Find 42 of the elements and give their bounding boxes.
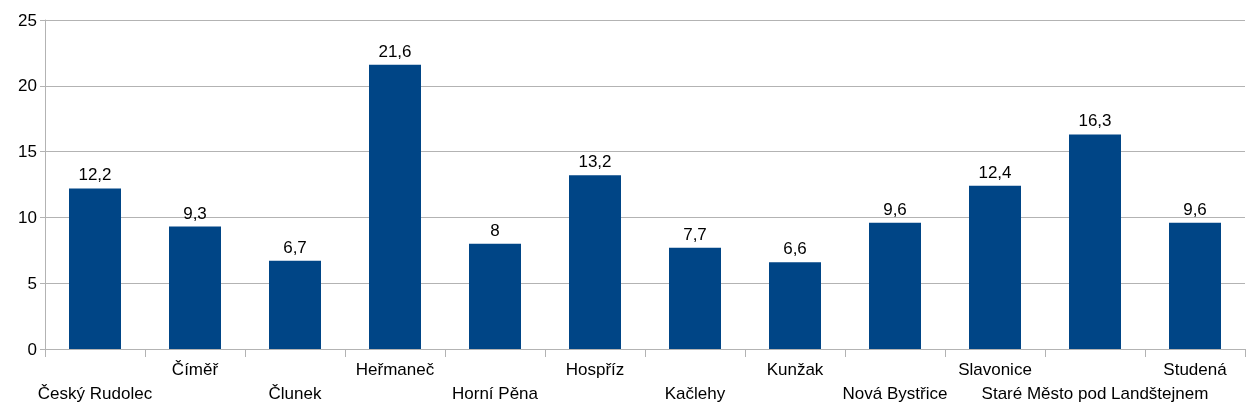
bar: [69, 188, 121, 349]
data-label: 13,2: [578, 152, 612, 172]
x-tick-label: Číměř: [171, 359, 219, 379]
bar: [669, 247, 721, 349]
bar: [569, 175, 621, 349]
data-label: 7,7: [683, 224, 707, 244]
y-tick-label: 0: [27, 339, 37, 359]
x-tick-label: Horní Pěna: [452, 383, 539, 403]
x-tick-label: Český Rudolec: [37, 383, 153, 403]
bar: [1069, 134, 1121, 349]
bar: [1169, 222, 1221, 349]
x-tick-label: Slavonice: [958, 359, 1032, 379]
data-label: 12,4: [978, 162, 1012, 182]
data-label: 16,3: [1078, 111, 1112, 131]
bar: [169, 226, 221, 349]
x-tick-label: Nová Bystřice: [842, 383, 948, 403]
y-tick-label: 5: [27, 273, 37, 293]
y-tick-label: 20: [18, 76, 37, 96]
data-label: 6,6: [783, 239, 807, 259]
bar: [469, 243, 521, 349]
x-tick-label: Hospříz: [565, 359, 625, 379]
bar: [769, 262, 821, 349]
bar: [969, 185, 1021, 349]
x-tick-label: Heřmaneč: [355, 359, 435, 379]
data-label: 9,6: [1183, 199, 1207, 219]
bar: [269, 260, 321, 349]
y-tick-label: 15: [18, 142, 37, 162]
data-label: 9,6: [883, 199, 907, 219]
data-label: 8: [490, 220, 500, 240]
data-label: 9,3: [183, 203, 207, 223]
bar: [369, 64, 421, 349]
x-tick-label: Kunžak: [766, 359, 824, 379]
y-tick-label: 25: [18, 10, 37, 30]
bar: [869, 222, 921, 349]
x-tick-label: Studená: [1163, 359, 1228, 379]
data-label: 12,2: [78, 165, 112, 185]
x-tick-label: Člunek: [268, 383, 322, 403]
x-tick-label: Kačlehy: [664, 383, 726, 403]
data-label: 6,7: [283, 237, 307, 257]
data-label: 21,6: [378, 41, 412, 61]
y-tick-label: 10: [18, 207, 37, 227]
x-tick-label: Staré Město pod Landštejnem: [981, 383, 1209, 403]
